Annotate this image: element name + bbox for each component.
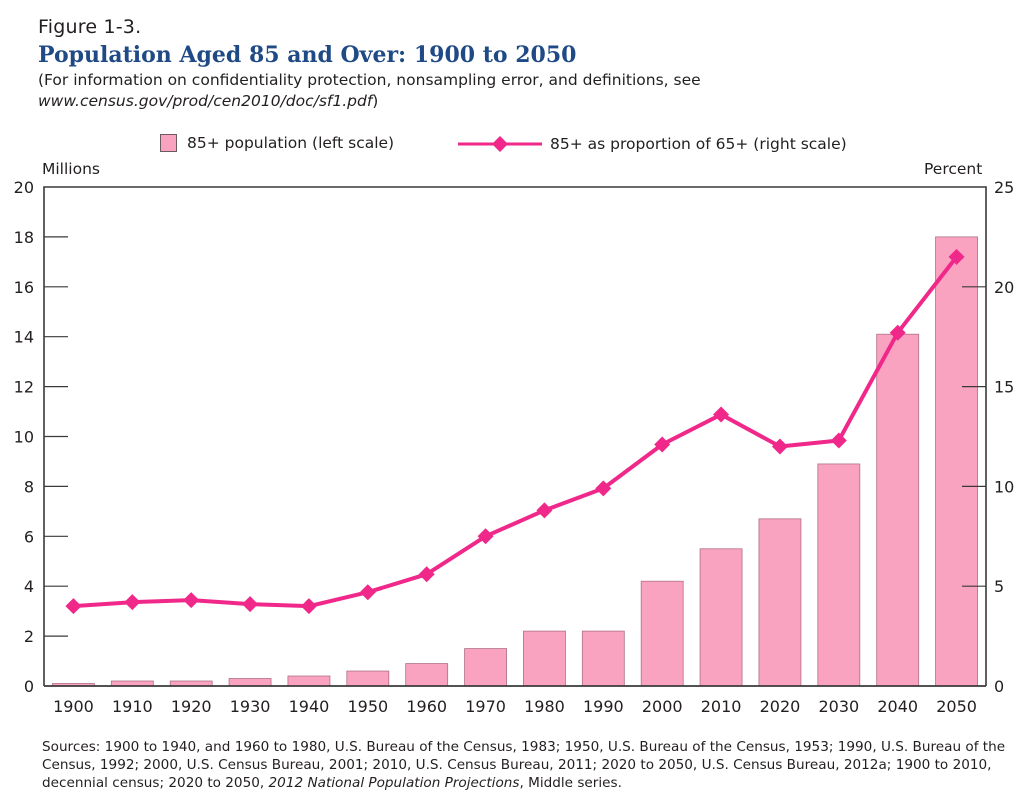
chart-title: Population Aged 85 and Over: 1900 to 205…: [38, 42, 577, 68]
right-tick-label: 25: [994, 178, 1014, 197]
right-tick-label: 15: [994, 378, 1014, 397]
sources-note: Sources: 1900 to 1940, and 1960 to 1980,…: [42, 738, 1012, 792]
right-tick-label: 10: [994, 477, 1014, 496]
right-tick-label: 20: [994, 278, 1014, 297]
x-tick-label: 2030: [818, 697, 859, 716]
left-tick-label: 8: [24, 477, 34, 496]
x-tick-label: 2040: [877, 697, 918, 716]
left-tick-label: 16: [14, 278, 34, 297]
bar-2040: [876, 333, 920, 687]
x-tick-label: 1980: [524, 697, 565, 716]
bar-2050: [935, 236, 978, 687]
bar-2020: [758, 518, 802, 687]
left-tick-label: 12: [14, 378, 34, 397]
line-marker-1970: [477, 528, 494, 545]
x-tick-label: 1970: [465, 697, 506, 716]
x-tick-label: 1930: [230, 697, 271, 716]
left-tick-label: 6: [24, 527, 34, 546]
legend-item-line: 85+ as proportion of 65+ (right scale): [458, 134, 847, 154]
x-tick-label: 1920: [171, 697, 212, 716]
chart-subtitle: (For information on confidentiality prot…: [38, 70, 701, 112]
sources-italic: 2012 National Population Projections: [268, 775, 520, 791]
left-axis-title: Millions: [42, 160, 100, 178]
bar-1970: [464, 648, 507, 687]
x-tick-label: 2010: [701, 697, 742, 716]
line-marker-1930: [242, 596, 259, 613]
left-tick-label: 10: [14, 428, 34, 447]
left-tick-label: 14: [14, 328, 34, 347]
left-tick-label: 0: [24, 677, 34, 696]
legend-line-diamond-icon: [458, 136, 542, 152]
line-marker-1960: [418, 566, 435, 583]
bar-1940: [287, 675, 331, 687]
right-axis-title: Percent: [924, 160, 983, 178]
line-marker-1920: [183, 592, 200, 609]
right-tick-label: 0: [994, 677, 1004, 696]
bar-1980: [523, 630, 566, 687]
figure-label: Figure 1-3.: [38, 16, 142, 38]
x-tick-label: 1900: [53, 697, 94, 716]
line-marker-2050: [948, 248, 965, 265]
right-tick-label: 5: [994, 577, 1004, 596]
line-marker-1910: [124, 594, 141, 611]
line-marker-2000: [654, 436, 671, 453]
x-tick-label: 2050: [936, 697, 977, 716]
bar-1950: [346, 670, 390, 687]
bar-2010: [699, 548, 743, 687]
legend-bar-swatch: [160, 134, 177, 152]
bar-1990: [581, 630, 625, 687]
line-marker-1980: [536, 502, 553, 519]
subtitle-url-line: www.census.gov/prod/cen2010/doc/sf1.pdf): [38, 91, 701, 112]
subtitle-close: ): [372, 92, 379, 110]
line-marker-2030: [830, 432, 847, 449]
line-marker-1990: [595, 480, 612, 497]
legend-bars-label: 85+ population (left scale): [187, 134, 395, 152]
left-tick-label: 18: [14, 228, 34, 247]
left-tick-label: 20: [14, 178, 34, 197]
bar-1960: [405, 663, 449, 687]
bar-1930: [228, 678, 272, 687]
x-tick-label: 1990: [583, 697, 624, 716]
line-marker-1950: [359, 584, 376, 601]
x-tick-label: 2020: [760, 697, 801, 716]
x-tick-label: 1940: [289, 697, 330, 716]
line-marker-2020: [771, 438, 788, 455]
line-series: [73, 255, 959, 609]
line-marker-1900: [65, 598, 82, 615]
subtitle-line: (For information on confidentiality prot…: [38, 71, 701, 89]
left-tick-label: 2: [24, 627, 34, 646]
legend-item-bars: 85+ population (left scale): [160, 134, 394, 152]
x-tick-label: 1910: [112, 697, 153, 716]
sources-text: Sources: 1900 to 1940, and 1960 to 1980,…: [42, 739, 1006, 791]
legend-line-label: 85+ as proportion of 65+ (right scale): [550, 135, 847, 153]
line-marker-2040: [889, 324, 906, 341]
subtitle-url: www.census.gov/prod/cen2010/doc/sf1.pdf: [38, 92, 373, 110]
bar-2000: [640, 580, 684, 687]
x-tick-label: 1950: [347, 697, 388, 716]
bar-2030: [817, 463, 861, 687]
x-tick-label: 2000: [642, 697, 683, 716]
x-tick-label: 1960: [406, 697, 447, 716]
line-marker-1940: [300, 598, 317, 615]
left-tick-label: 4: [24, 577, 34, 596]
line-marker-2010: [713, 406, 730, 423]
sources-text-end: , Middle series.: [519, 775, 622, 791]
